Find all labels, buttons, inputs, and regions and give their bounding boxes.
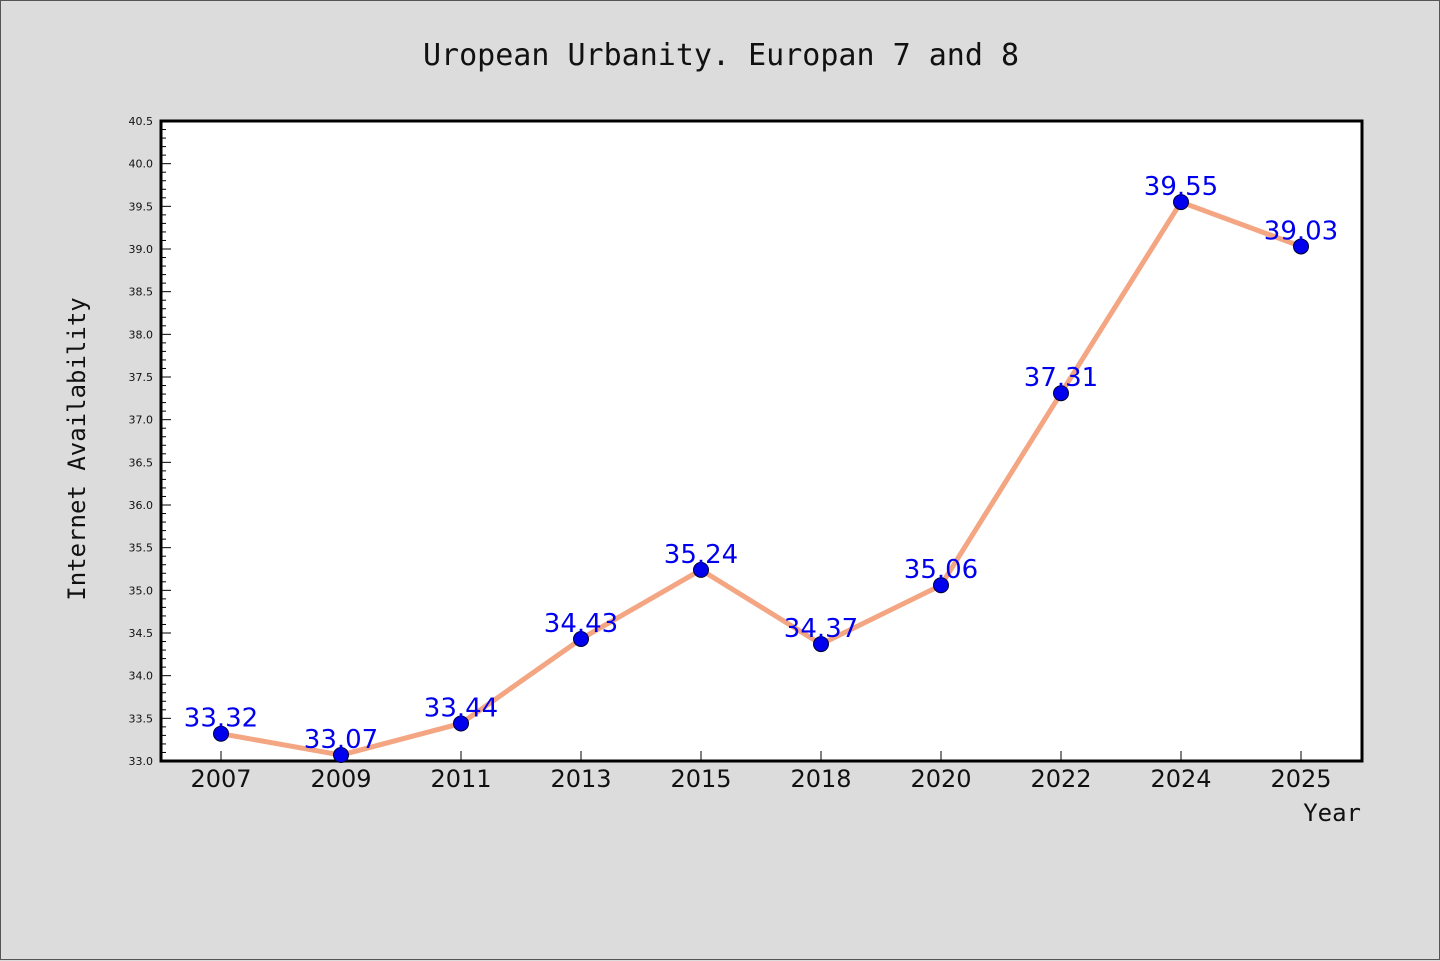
- data-label-2013: 34.43: [544, 609, 618, 639]
- y-tick-label: 36.0: [129, 499, 154, 512]
- x-tick-label: 2015: [670, 765, 731, 793]
- data-point-2009: [333, 747, 349, 764]
- x-tick-label: 2024: [1150, 765, 1211, 793]
- data-point-2018: [813, 636, 829, 653]
- y-tick-label: 36.5: [129, 456, 154, 469]
- y-tick-label: 37.5: [129, 371, 154, 384]
- y-tick-label: 33.5: [129, 712, 154, 725]
- data-label-2020: 35.06: [904, 555, 978, 585]
- data-point-2013: [573, 630, 589, 647]
- x-tick-label: 2013: [550, 765, 611, 793]
- series-line: [218, 199, 1304, 758]
- data-point-2011: [453, 715, 469, 732]
- x-tick-label: 2018: [790, 765, 851, 793]
- data-point-2025: [1293, 238, 1309, 255]
- y-tick-label: 37.0: [129, 414, 154, 427]
- data-label-2009: 33.07: [304, 725, 378, 755]
- data-label-2007: 33.32: [184, 704, 258, 734]
- y-tick-label: 35.0: [129, 584, 154, 597]
- x-axis-title: Year: [1303, 799, 1361, 827]
- data-point-2020: [933, 577, 949, 594]
- data-series: [213, 194, 1309, 764]
- y-tick-label: 40.0: [129, 158, 154, 171]
- y-tick-label: 33.0: [129, 755, 154, 768]
- data-label-2011: 33.44: [424, 693, 498, 723]
- data-label-2015: 35.24: [664, 540, 738, 570]
- y-tick-label: 40.5: [129, 115, 154, 128]
- data-label-2025: 39.03: [1264, 216, 1338, 246]
- y-axis: 33.0 33.5 34.0 34.5 35.0 35.5 36.0 36.5 37.0 37.5…: [129, 115, 171, 768]
- data-point-2015: [693, 561, 709, 578]
- y-tick-label: 35.5: [129, 542, 154, 555]
- x-tick-label: 2025: [1270, 765, 1331, 793]
- x-axis: 2007 2009 2011 2013 2015 2018 2020 2022 2024 2025: [190, 751, 1332, 793]
- y-tick-label: 38.0: [129, 328, 154, 341]
- data-labels: 33.32 33.07 33.44 34.43 35.24 34.37 35.06 37.31…: [184, 172, 1338, 755]
- y-tick-label: 39.5: [129, 200, 154, 213]
- x-tick-label: 2022: [1030, 765, 1091, 793]
- y-tick-label: 38.5: [129, 286, 154, 299]
- y-tick-label: 39.0: [129, 243, 154, 256]
- y-axis-title: Internet Availability: [63, 297, 91, 600]
- y-tick-label: 34.0: [129, 670, 154, 683]
- data-label-2022: 37.31: [1024, 363, 1098, 393]
- plot-area: [159, 119, 1364, 763]
- data-label-2018: 34.37: [784, 614, 858, 644]
- x-tick-label: 2011: [430, 765, 491, 793]
- chart-title: Uropean Urbanity. Europan 7 and 8: [423, 38, 1019, 73]
- x-tick-label: 2020: [910, 765, 971, 793]
- data-point-2022: [1053, 385, 1069, 402]
- data-label-2024: 39.55: [1144, 172, 1218, 202]
- data-point-2024: [1173, 194, 1189, 211]
- y-tick-label: 34.5: [129, 627, 154, 640]
- x-tick-label: 2007: [190, 765, 251, 793]
- x-tick-label: 2009: [310, 765, 371, 793]
- data-point-2007: [213, 725, 229, 742]
